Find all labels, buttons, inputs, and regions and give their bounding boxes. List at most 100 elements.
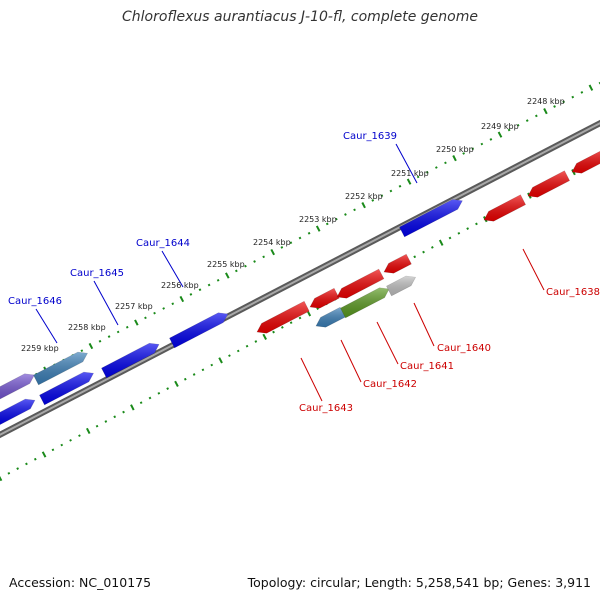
outer-scale-tick bbox=[289, 241, 293, 245]
scale-label: 2253 kbp bbox=[299, 215, 337, 224]
gene-forward-shading bbox=[0, 399, 35, 425]
outer-scale-tick bbox=[335, 217, 338, 221]
outer-scale-tick bbox=[262, 255, 265, 259]
outer-scale-tick bbox=[480, 142, 484, 146]
outer-scale-tick bbox=[588, 84, 594, 91]
gene-reverse-shading bbox=[386, 276, 416, 296]
inner-scale-tick bbox=[466, 227, 469, 230]
inner-scale-tick bbox=[104, 420, 108, 423]
outer-scale-tick bbox=[280, 246, 284, 249]
inner-scale-tick bbox=[245, 344, 249, 348]
outer-scale-tick bbox=[380, 194, 384, 198]
outer-scale-tick bbox=[389, 189, 393, 193]
map-title: Chloroflexus aurantiacus J-10-fl, comple… bbox=[122, 9, 478, 25]
scale-label: 2258 kbp bbox=[68, 323, 106, 332]
reverse-gene-label: Caur_1638 bbox=[546, 287, 600, 298]
outer-scale-tick bbox=[116, 330, 120, 334]
outer-scale-tick bbox=[525, 119, 529, 122]
outer-scale-tick bbox=[371, 199, 375, 202]
inner-scale-tick bbox=[210, 363, 214, 367]
inner-scale-tick bbox=[33, 457, 37, 461]
gene-forward-shading bbox=[399, 199, 463, 237]
scale-label: 2254 kbp bbox=[253, 238, 291, 247]
gene-forward-shading bbox=[33, 352, 88, 385]
gene-reverse bbox=[383, 253, 412, 274]
outer-scale-tick bbox=[189, 293, 193, 296]
gene-forward bbox=[101, 342, 160, 379]
gene-reverse-shading bbox=[384, 254, 412, 274]
gene-features bbox=[0, 150, 600, 425]
outer-scale-tick bbox=[80, 349, 84, 353]
inner-scale-tick bbox=[448, 236, 452, 240]
outer-scale-tick bbox=[134, 319, 139, 326]
outer-scale-tick bbox=[535, 114, 538, 118]
reverse-gene-label: Caur_1643 bbox=[299, 403, 353, 414]
inner-scale-tick bbox=[289, 321, 293, 325]
inner-scale-tick bbox=[201, 368, 205, 372]
scale-label: 2252 kbp bbox=[345, 192, 383, 201]
reverse-gene-label: Caur_1641 bbox=[400, 361, 454, 372]
outer-scale-tick bbox=[462, 152, 465, 155]
outer-scale-tick bbox=[207, 283, 211, 287]
outer-scale-tick bbox=[144, 316, 147, 320]
reverse-gene-label: Caur_1640 bbox=[437, 343, 491, 354]
inner-scale-tick bbox=[41, 451, 47, 458]
label-leader-lines bbox=[35, 143, 545, 402]
outer-scale-tick bbox=[361, 202, 366, 209]
outer-scale-tick bbox=[235, 269, 238, 273]
outer-scale-tick bbox=[444, 161, 447, 165]
outer-scale-tick bbox=[398, 184, 402, 188]
outer-scale-tick bbox=[571, 95, 575, 99]
gene-forward bbox=[33, 351, 88, 386]
outer-scale-tick bbox=[88, 342, 94, 350]
gene-reverse-shading bbox=[310, 288, 340, 309]
outer-scale-tick bbox=[171, 302, 175, 306]
genome-backbone bbox=[0, 119, 600, 439]
forward-gene-label: Caur_1644 bbox=[136, 238, 190, 249]
gene-reverse-shading bbox=[528, 170, 570, 198]
forward-gene-label: Caur_1645 bbox=[70, 268, 124, 279]
inner-scale-tick bbox=[113, 415, 117, 419]
inner-scale-tick bbox=[457, 231, 461, 235]
inner-scale-tick bbox=[236, 349, 240, 353]
outer-scale-tick bbox=[516, 123, 520, 127]
reverse-gene-leader bbox=[300, 357, 323, 402]
outer-scale-tick bbox=[244, 264, 247, 268]
reverse-gene-leader bbox=[376, 321, 399, 365]
gene-forward-shading bbox=[101, 343, 159, 378]
gene-reverse bbox=[527, 170, 571, 198]
gene-reverse bbox=[309, 287, 340, 309]
inner-scale-tick bbox=[192, 373, 196, 376]
forward-gene-leader bbox=[161, 250, 184, 288]
outer-scale-tick bbox=[435, 166, 438, 169]
outer-scale-tick bbox=[325, 222, 329, 226]
inner-scale-tick bbox=[95, 424, 99, 428]
gene-reverse-shading bbox=[340, 287, 390, 318]
gene-reverse-shading bbox=[337, 269, 384, 299]
forward-gene-leader bbox=[35, 308, 58, 344]
scale-label: 2257 kbp bbox=[115, 302, 153, 311]
reverse-gene-leader bbox=[413, 302, 435, 347]
reverse-gene-label: Caur_1642 bbox=[363, 379, 417, 390]
inner-scale-tick bbox=[218, 357, 223, 364]
outer-scale-tick bbox=[225, 272, 230, 279]
gene-reverse bbox=[386, 275, 417, 297]
outer-scale-tick bbox=[153, 311, 156, 315]
gene-forward bbox=[39, 371, 94, 406]
scale-label: 2251 kbp bbox=[391, 169, 429, 178]
outer-scale-tick bbox=[471, 147, 475, 151]
genome-summary-text: Topology: circular; Length: 5,258,541 bp… bbox=[247, 575, 591, 590]
gene-forward bbox=[0, 398, 36, 425]
gene-forward bbox=[0, 373, 35, 400]
outer-scale-tick bbox=[543, 108, 548, 115]
forward-gene-label: Caur_1646 bbox=[8, 296, 62, 307]
inner-scale-tick bbox=[0, 475, 3, 482]
outer-scale-tick bbox=[562, 100, 565, 104]
gene-reverse-shading bbox=[484, 194, 526, 222]
gene-reverse-shading bbox=[316, 307, 346, 328]
gene-reverse bbox=[336, 268, 385, 299]
gene-forward bbox=[169, 312, 229, 349]
gene-forward-shading bbox=[169, 312, 228, 348]
forward-gene-label: Caur_1639 bbox=[343, 131, 397, 142]
